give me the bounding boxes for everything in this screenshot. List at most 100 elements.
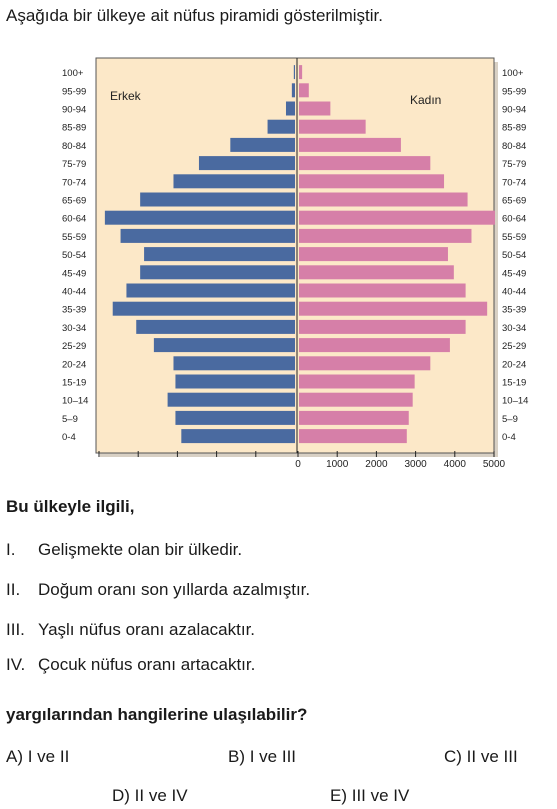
bar-female-95-99 (299, 83, 309, 98)
age-label-right: 80-84 (502, 141, 526, 152)
age-label-right: 70-74 (502, 177, 526, 188)
bar-female-0-4 (299, 429, 407, 444)
age-label-right: 30-34 (502, 323, 526, 334)
age-label-right: 20-24 (502, 359, 526, 370)
bar-male-65-69 (140, 192, 295, 207)
statement-4-number: IV. (6, 655, 26, 674)
age-label-left: 100+ (62, 68, 84, 79)
bar-male-45-49 (140, 265, 295, 280)
bar-male-70-74 (173, 174, 295, 189)
statement-1-text: Gelişmekte olan bir ülkedir. (38, 540, 243, 559)
bar-male-50-54 (144, 247, 295, 262)
age-label-right: 100+ (502, 68, 524, 79)
age-label-right: 15-19 (502, 378, 526, 389)
bar-male-15-19 (175, 374, 295, 389)
legend-female: Kadın (410, 93, 441, 107)
age-label-left: 45-49 (62, 268, 86, 279)
bar-female-45-49 (299, 265, 454, 280)
statement-2-text: Doğum oranı son yıllarda azalmıştır. (38, 580, 311, 599)
bar-female-65-69 (299, 192, 468, 207)
age-label-left: 90-94 (62, 105, 86, 116)
age-label-left: 75-79 (62, 159, 86, 170)
age-label-left: 20-24 (62, 359, 86, 370)
age-label-right: 75-79 (502, 159, 526, 170)
bar-male-10–14 (167, 392, 295, 407)
bar-male-75-79 (198, 156, 295, 171)
bar-male-85-89 (267, 119, 295, 134)
bar-female-5–9 (299, 410, 409, 425)
option-d[interactable]: D) II ve IV (112, 786, 188, 805)
age-label-right: 40-44 (502, 287, 526, 298)
statement-1-number: I. (6, 540, 16, 559)
age-label-right: 55-59 (502, 232, 526, 243)
bar-female-10–14 (299, 392, 413, 407)
bar-female-15-19 (299, 374, 415, 389)
age-label-left: 55-59 (62, 232, 86, 243)
tick-label: 5000 (483, 459, 506, 470)
question-text: yargılarından hangilerine ulaşılabilir? (6, 705, 308, 724)
age-label-right: 95-99 (502, 86, 526, 97)
bar-female-75-79 (299, 156, 431, 171)
option-b[interactable]: B) I ve III (228, 747, 297, 766)
age-label-left: 95-99 (62, 86, 86, 97)
bar-female-50-54 (299, 247, 448, 262)
bar-female-30-34 (299, 319, 466, 334)
bar-male-25-29 (153, 338, 295, 353)
legend-male: Erkek (110, 89, 142, 103)
age-label-right: 60-64 (502, 214, 526, 225)
bar-female-55-59 (299, 228, 472, 243)
age-label-right: 85-89 (502, 123, 526, 134)
bar-male-55-59 (120, 228, 295, 243)
age-label-left: 10–14 (62, 396, 88, 407)
age-label-left: 85-89 (62, 123, 86, 134)
bar-female-40-44 (299, 283, 466, 298)
age-label-left: 35-39 (62, 305, 86, 316)
age-label-right: 10–14 (502, 396, 528, 407)
tick-label: 1000 (326, 459, 349, 470)
tick-label: 3000 (404, 459, 427, 470)
bar-female-60-64 (299, 210, 495, 225)
intro-text: Aşağıda bir ülkeye ait nüfus piramidi gö… (6, 6, 383, 25)
statement-3-text: Yaşlı nüfus oranı azalacaktır. (38, 620, 256, 639)
lead-text: Bu ülkeyle ilgili, (6, 497, 135, 516)
age-label-left: 25-29 (62, 341, 86, 352)
age-label-right: 50-54 (502, 250, 526, 261)
bar-male-35-39 (112, 301, 295, 316)
pyramid-svg: 100+ 100+ 95-99 95-99 90-94 90-94 85-89 85-89 80… (62, 57, 528, 470)
bar-male-5–9 (175, 410, 295, 425)
bar-male-60-64 (104, 210, 295, 225)
bar-female-100+ (299, 65, 303, 80)
statement-4: IV. Çocuk nüfus oranı artacaktır. (6, 655, 255, 675)
age-label-left: 50-54 (62, 250, 86, 261)
age-label-left: 0-4 (62, 432, 76, 443)
bar-male-30-34 (136, 319, 295, 334)
tick-label: 4000 (444, 459, 467, 470)
statement-3: III. Yaşlı nüfus oranı azalacaktır. (6, 620, 255, 640)
age-label-left: 65-69 (62, 196, 86, 207)
option-c[interactable]: C) II ve III (444, 747, 518, 766)
bar-male-20-24 (173, 356, 295, 371)
age-label-right: 90-94 (502, 105, 526, 116)
bar-female-70-74 (299, 174, 445, 189)
statement-2: II. Doğum oranı son yıllarda azalmıştır. (6, 580, 310, 600)
bar-male-80-84 (230, 137, 295, 152)
option-a[interactable]: A) I ve II (6, 747, 70, 766)
age-label-left: 5–9 (62, 414, 78, 425)
bar-male-100+ (293, 65, 295, 80)
tick-label: 2000 (365, 459, 388, 470)
age-label-right: 45-49 (502, 268, 526, 279)
bar-female-25-29 (299, 338, 450, 353)
tick-label: 0 (295, 459, 301, 470)
statement-4-text: Çocuk nüfus oranı artacaktır. (38, 655, 256, 674)
bar-male-0-4 (181, 429, 295, 444)
bar-male-90-94 (285, 101, 295, 116)
bar-female-90-94 (299, 101, 331, 116)
bar-female-85-89 (299, 119, 366, 134)
population-pyramid-chart: 100+ 100+ 95-99 95-99 90-94 90-94 85-89 85-89 80… (0, 55, 557, 475)
bar-female-35-39 (299, 301, 488, 316)
option-e[interactable]: E) III ve IV (330, 786, 410, 805)
age-label-right: 35-39 (502, 305, 526, 316)
age-label-left: 80-84 (62, 141, 86, 152)
statement-3-number: III. (6, 620, 25, 639)
age-label-left: 40-44 (62, 287, 86, 298)
